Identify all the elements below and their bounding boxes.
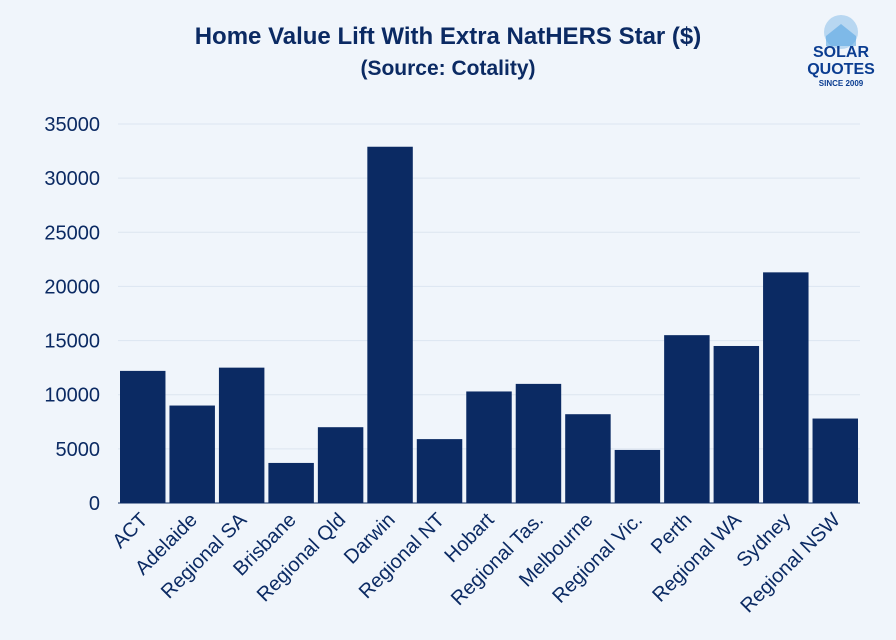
- solarquotes-logo: SOLAR QUOTES SINCE 2009: [806, 12, 876, 92]
- logo-tagline: SINCE 2009: [819, 79, 864, 88]
- logo-line2: QUOTES: [807, 61, 875, 78]
- x-tick-label: ACT: [108, 509, 152, 553]
- y-tick-label: 35000: [44, 114, 100, 136]
- chart-title: Home Value Lift With Extra NatHERS Star …: [194, 23, 702, 50]
- y-tick-label: 0: [89, 493, 100, 515]
- bar-melbourne: [565, 414, 611, 503]
- bar-act: [120, 370, 166, 503]
- bar-regional-qld: [317, 427, 364, 503]
- y-tick-label: 10000: [44, 385, 100, 407]
- chart-subtitle: (Source: Cotality): [360, 57, 536, 80]
- y-tick-label: 20000: [44, 276, 100, 298]
- bar-regional-nt: [416, 439, 463, 503]
- bar-hobart: [466, 391, 512, 503]
- bar-regional-nsw: [812, 418, 858, 503]
- bar-adelaide: [169, 405, 215, 503]
- bar-perth: [664, 335, 710, 503]
- y-tick-label: 5000: [56, 439, 101, 461]
- bar-sydney: [763, 272, 809, 503]
- bar-regional-vic: [614, 449, 661, 503]
- y-tick-label: 15000: [44, 331, 100, 353]
- bar-brisbane: [268, 462, 314, 503]
- bar-regional-wa: [713, 345, 760, 503]
- chart-header: Home Value Lift With Extra NatHERS Star …: [0, 22, 896, 84]
- house-icon: [826, 24, 856, 46]
- logo-line1: SOLAR: [813, 44, 869, 61]
- bar-regional-sa: [218, 367, 265, 503]
- y-tick-label: 25000: [44, 222, 100, 244]
- bar-darwin: [367, 146, 413, 504]
- y-tick-label: 30000: [44, 168, 100, 190]
- bar-regional-tas: [515, 383, 562, 503]
